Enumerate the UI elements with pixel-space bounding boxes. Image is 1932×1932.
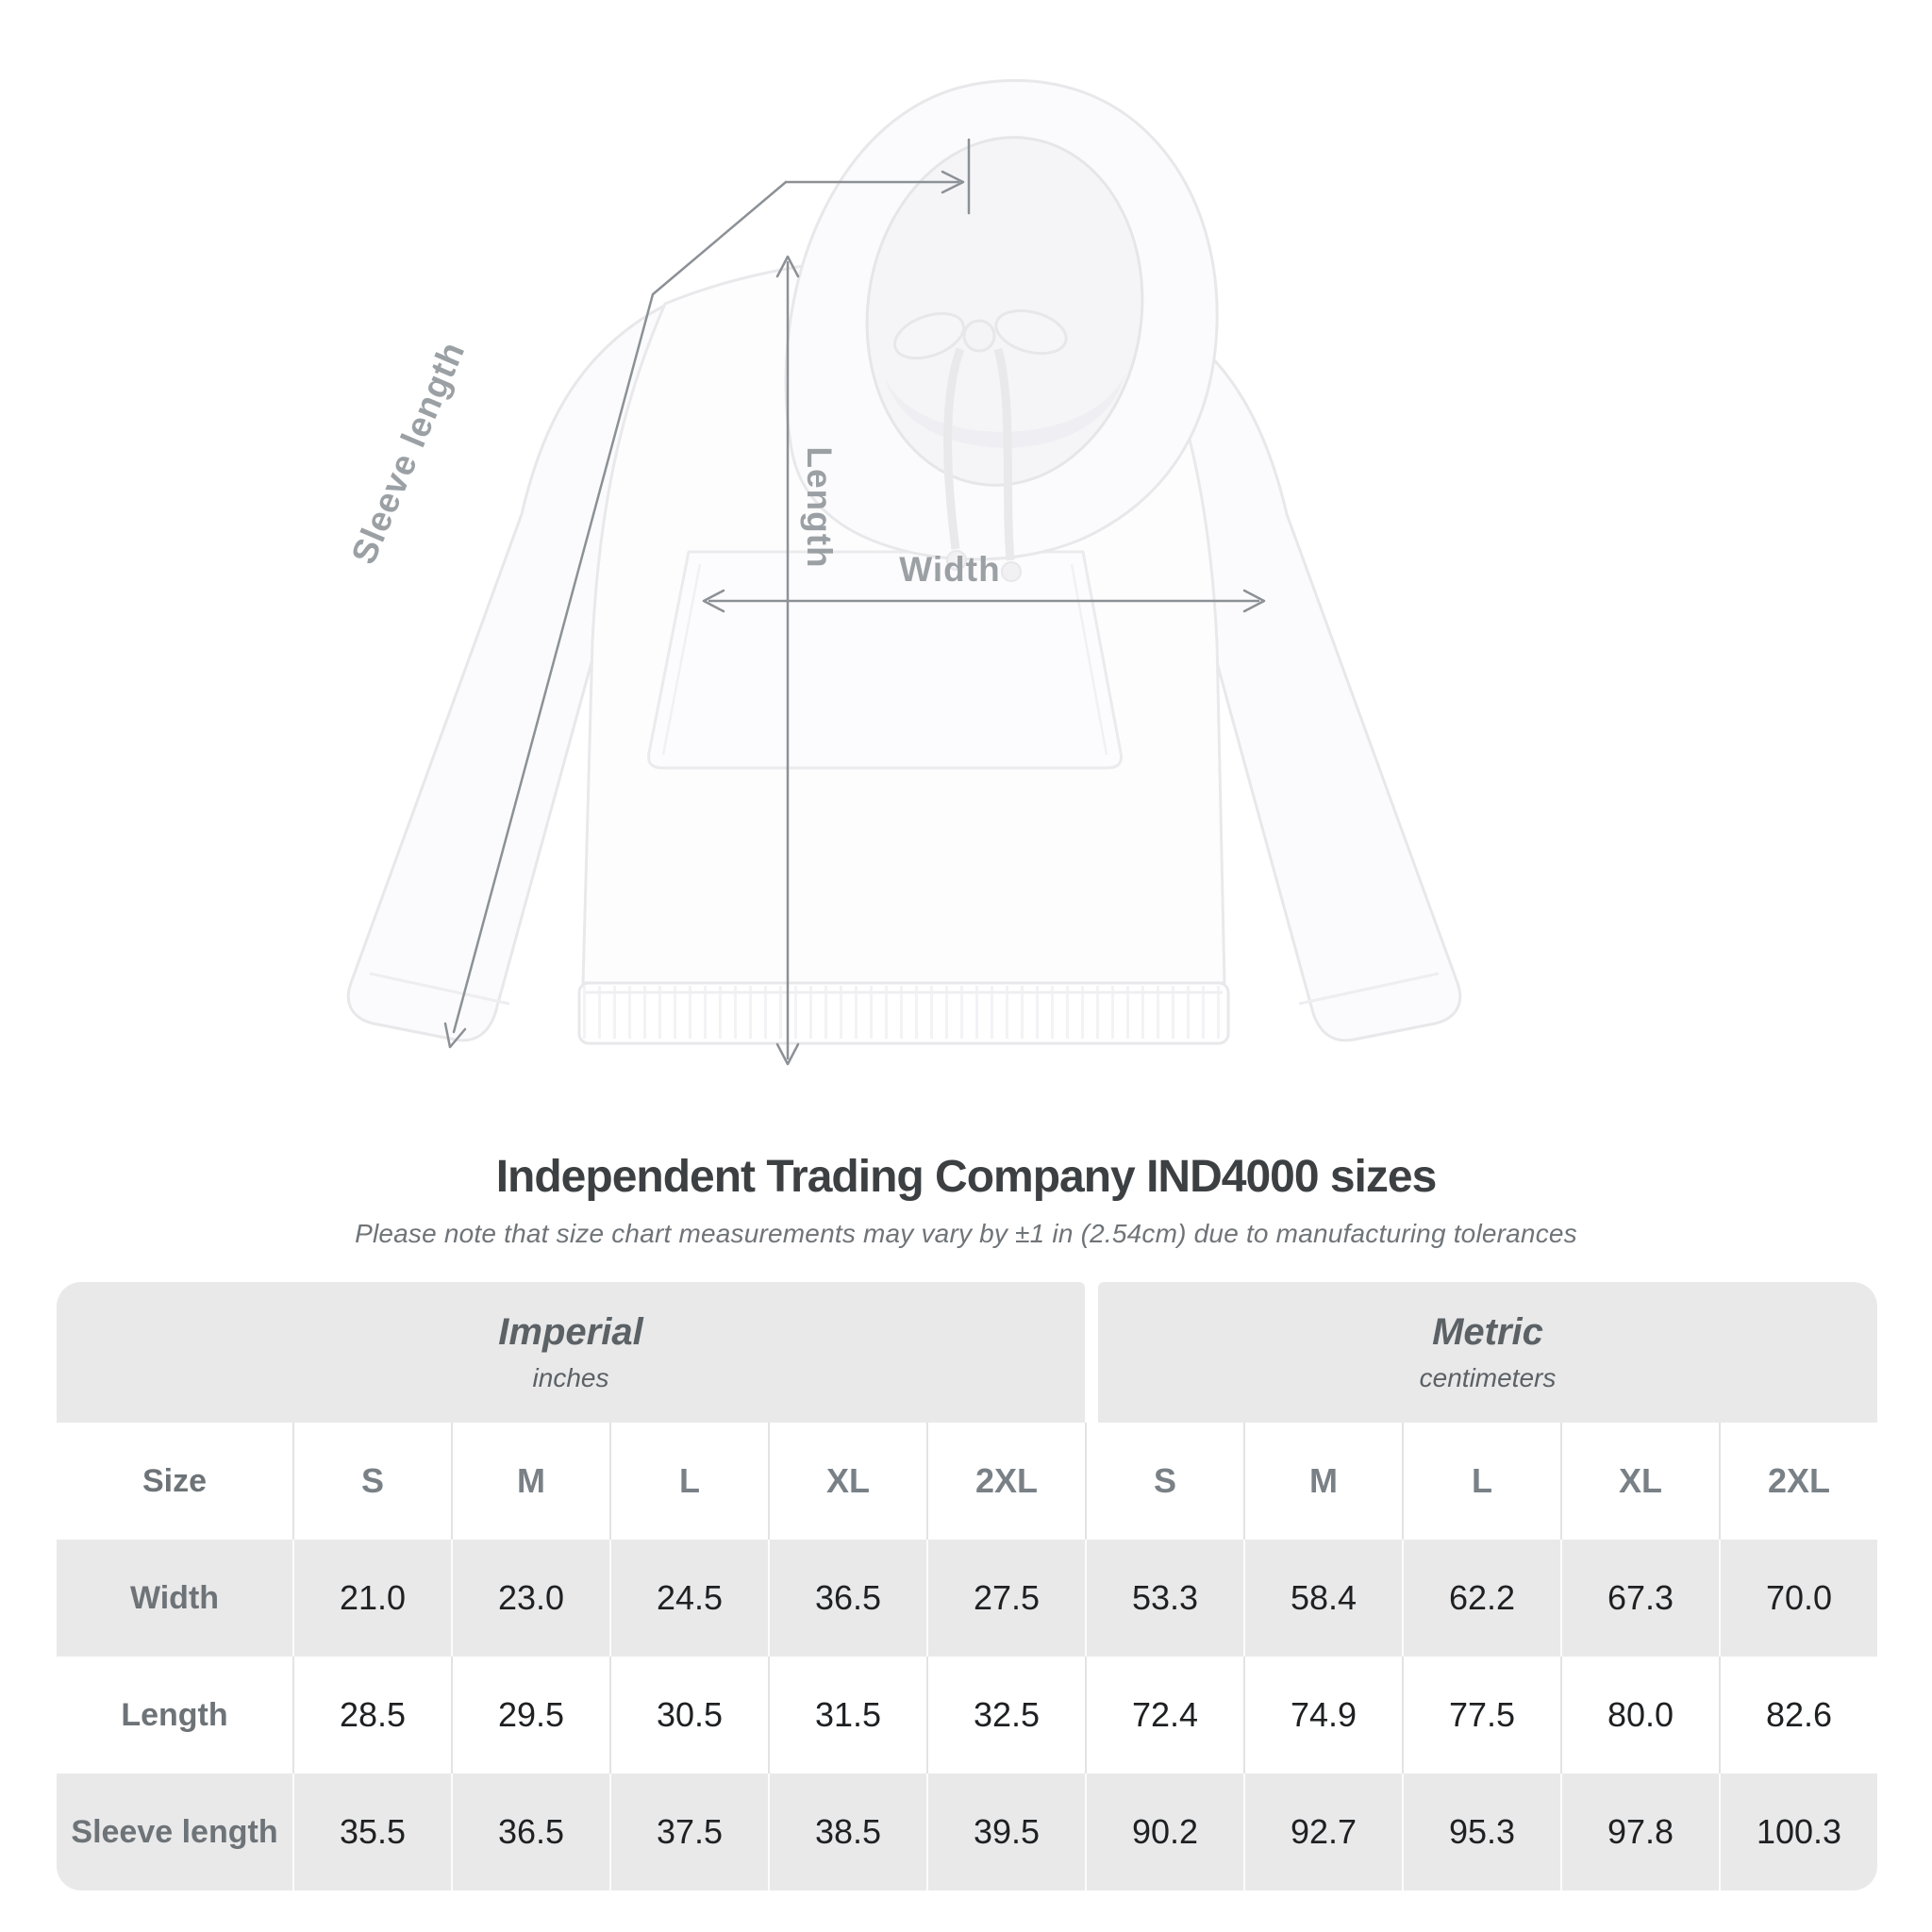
length-imperial-s: 28.5	[292, 1657, 451, 1774]
sleeve-metric-s: 90.2	[1085, 1774, 1243, 1890]
metric-label: Metric	[1432, 1311, 1543, 1353]
column-header-metric-2xl: 2XL	[1719, 1423, 1877, 1540]
length-imperial-m: 29.5	[451, 1657, 609, 1774]
length-measure-label: Length	[800, 446, 839, 568]
row-label-width: Width	[129, 1579, 220, 1616]
width-imperial-xl: 36.5	[768, 1540, 926, 1657]
left-cuff-seam	[369, 972, 510, 1006]
bow-loop-right	[994, 308, 1068, 356]
column-header-imperial-2xl: 2XL	[926, 1423, 1085, 1540]
size-table: Imperial inches Metric centimeters Size …	[57, 1282, 1877, 1890]
sleeve-imperial-l: 37.5	[609, 1774, 768, 1890]
hoodie-left-sleeve	[346, 300, 674, 1042]
sleeve-metric-xl: 97.8	[1560, 1774, 1719, 1890]
sleeve-arrowhead-down-icon	[443, 1022, 467, 1049]
width-metric-2xl: 70.0	[1719, 1540, 1877, 1657]
column-header-metric-m: M	[1243, 1423, 1402, 1540]
width-metric-s: 53.3	[1085, 1540, 1243, 1657]
drawcord-right-aglet	[1001, 561, 1022, 582]
hoodie-measurement-diagram: Width Length Sleeve length	[344, 78, 1462, 1066]
column-header-imperial-l: L	[609, 1423, 768, 1540]
kangaroo-pocket	[647, 550, 1123, 770]
hoodie-illustration	[346, 78, 1462, 1045]
imperial-sublabel: inches	[532, 1363, 609, 1392]
width-imperial-m: 23.0	[451, 1540, 609, 1657]
sleeve-imperial-xl: 38.5	[768, 1774, 926, 1890]
column-header-imperial-m: M	[451, 1423, 609, 1540]
width-measure-label: Width	[899, 550, 1000, 589]
tolerance-note: Please note that size chart measurements…	[355, 1219, 1577, 1248]
sleeve-metric-l: 95.3	[1402, 1774, 1560, 1890]
sleeve-measure-diagonal	[452, 180, 788, 1034]
table-row-width: Width 21.0 23.0 24.5 36.5 27.5 53.3 58.4…	[57, 1540, 1877, 1657]
row-label-sleeve-length: Sleeve length	[71, 1813, 278, 1850]
pocket-stitch-left	[661, 563, 702, 756]
page-title: Independent Trading Company IND4000 size…	[495, 1152, 1438, 1202]
width-arrowhead-left-icon	[702, 589, 725, 613]
length-imperial-l: 30.5	[609, 1657, 768, 1774]
imperial-label: Imperial	[498, 1311, 643, 1353]
width-metric-m: 58.4	[1243, 1540, 1402, 1657]
column-header-metric-l: L	[1402, 1423, 1560, 1540]
sleeve-imperial-2xl: 39.5	[926, 1774, 1085, 1890]
sleeve-metric-m: 92.7	[1243, 1774, 1402, 1890]
imperial-header: Imperial inches	[57, 1282, 1085, 1423]
metric-header: Metric centimeters	[1098, 1282, 1877, 1423]
length-metric-m: 74.9	[1243, 1657, 1402, 1774]
hoodie-right-sleeve	[1135, 300, 1462, 1042]
sleeve-metric-2xl: 100.3	[1719, 1774, 1877, 1890]
length-imperial-xl: 31.5	[768, 1657, 926, 1774]
width-imperial-s: 21.0	[292, 1540, 451, 1657]
hem-band	[577, 981, 1230, 1045]
length-arrowhead-up-icon	[775, 255, 800, 278]
length-metric-s: 72.4	[1085, 1657, 1243, 1774]
width-metric-xl: 67.3	[1560, 1540, 1719, 1657]
column-header-imperial-s: S	[292, 1423, 451, 1540]
drawcord-right	[993, 347, 1015, 561]
sleeve-arrowhead-right-icon	[941, 170, 965, 194]
sleeve-imperial-m: 36.5	[451, 1774, 609, 1890]
table-row-sleeve-length: Sleeve length 35.5 36.5 37.5 38.5 39.5 9…	[57, 1774, 1877, 1890]
length-arrowhead-down-icon	[775, 1042, 800, 1066]
row-label-length: Length	[121, 1696, 228, 1733]
hood-opening	[865, 136, 1144, 487]
bow-knot	[962, 319, 996, 353]
bow-loop-left	[893, 311, 965, 360]
right-cuff-seam	[1298, 972, 1440, 1006]
length-metric-2xl: 82.6	[1719, 1657, 1877, 1774]
pocket-stitch-right	[1070, 563, 1108, 756]
length-imperial-2xl: 32.5	[926, 1657, 1085, 1774]
width-imperial-l: 24.5	[609, 1540, 768, 1657]
size-corner-header: Size	[142, 1462, 208, 1499]
column-header-metric-xl: XL	[1560, 1423, 1719, 1540]
column-header-metric-s: S	[1085, 1423, 1243, 1540]
size-header-row: Size S M L XL 2XL S M L XL 2XL	[57, 1423, 1877, 1540]
width-imperial-2xl: 27.5	[926, 1540, 1085, 1657]
width-arrowhead-right-icon	[1242, 589, 1266, 613]
drawcord-left	[943, 347, 965, 550]
length-metric-l: 77.5	[1402, 1657, 1560, 1774]
column-header-imperial-xl: XL	[768, 1423, 926, 1540]
metric-sublabel: centimeters	[1419, 1363, 1557, 1392]
unit-header-row: Imperial inches Metric centimeters	[57, 1282, 1877, 1423]
table-row-length: Length 28.5 29.5 30.5 31.5 32.5 72.4 74.…	[57, 1657, 1877, 1774]
sleeve-imperial-s: 35.5	[292, 1774, 451, 1890]
drawcord-left-aglet	[946, 550, 967, 571]
length-metric-xl: 80.0	[1560, 1657, 1719, 1774]
width-metric-l: 62.2	[1402, 1540, 1560, 1657]
sleeve-length-measure-label: Sleeve length	[344, 336, 473, 570]
